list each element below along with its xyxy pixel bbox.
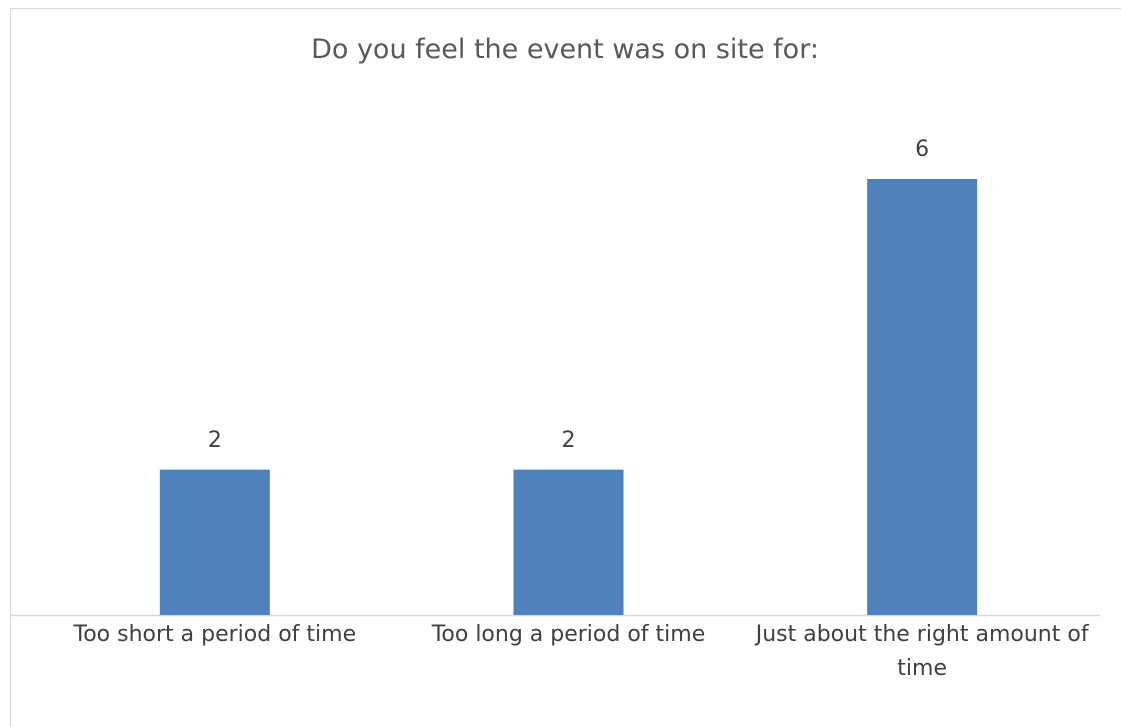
data-label: 6 <box>915 137 930 162</box>
x-tick-label: Too long a period of time <box>431 622 706 647</box>
bar <box>513 469 624 615</box>
bar <box>159 469 270 615</box>
data-label: 2 <box>207 427 222 453</box>
bar <box>867 179 978 615</box>
data-label: 2 <box>561 427 576 453</box>
x-tick-label: Just about the right amount of time <box>755 622 1089 681</box>
x-tick-label: Too short a period of time <box>73 622 357 647</box>
chart-title: Do you feel the event was on site for: <box>311 34 819 65</box>
chart-border <box>10 8 1121 727</box>
